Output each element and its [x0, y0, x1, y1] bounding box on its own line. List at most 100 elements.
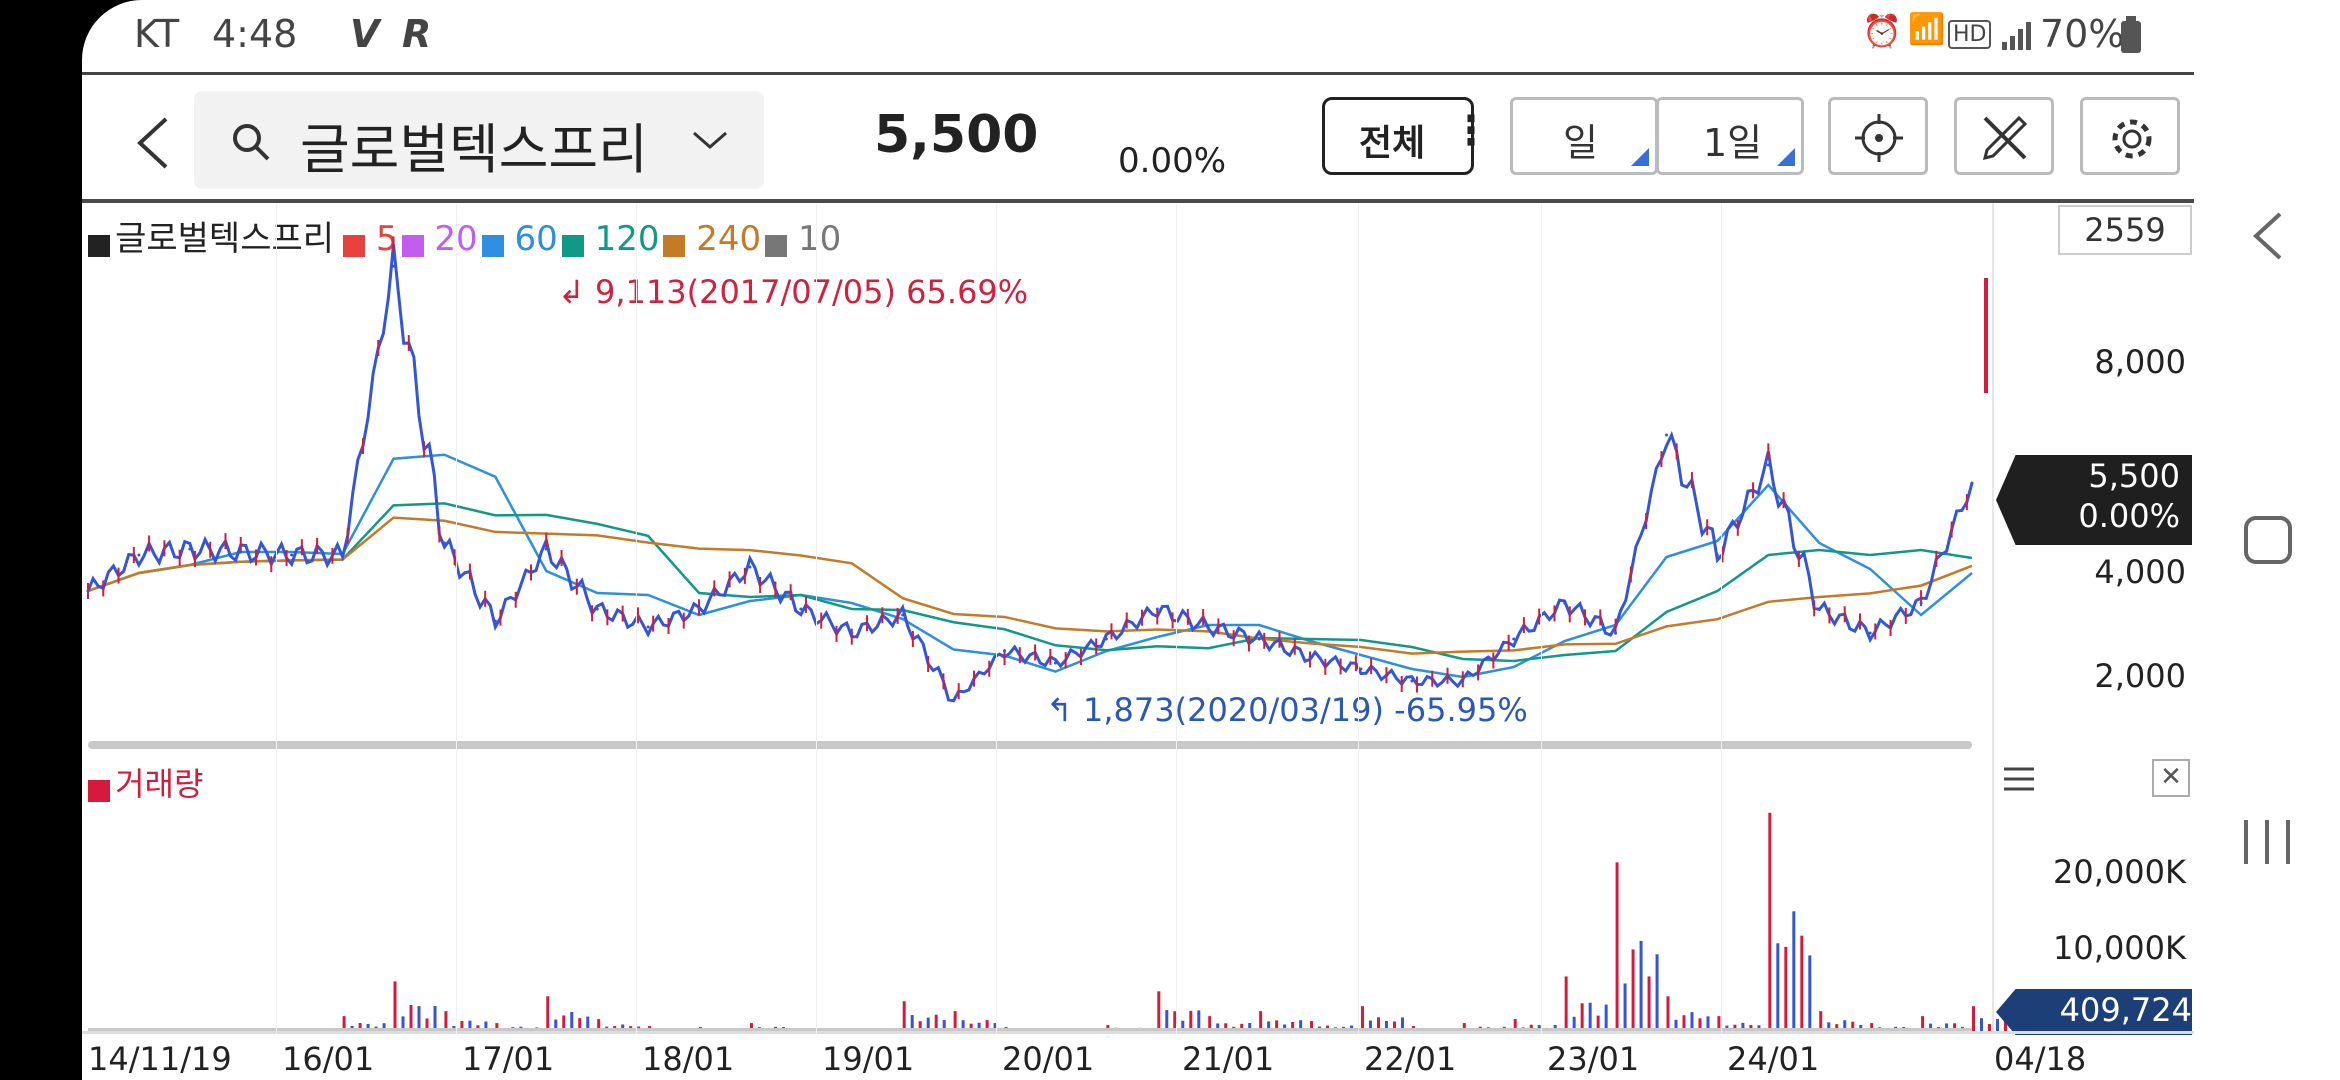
x-axis-label: 04/18: [1994, 1040, 2087, 1078]
volume-bar: [1259, 1011, 1263, 1031]
volume-bar: [1248, 1023, 1252, 1031]
all-range-button[interactable]: 전체 ⋮: [1322, 97, 1491, 175]
grid-line: [1721, 204, 1722, 1034]
app-notification-icon-2: R: [402, 12, 432, 56]
price-point: [86, 589, 90, 593]
volume-bar: [1655, 954, 1659, 1031]
price-tick: 8,000: [2094, 343, 2186, 381]
volume-bar: [1376, 1017, 1380, 1031]
volume-bar: [1639, 940, 1643, 1031]
price-point: [544, 547, 548, 551]
stock-name: 글로벌텍스프리: [300, 118, 648, 181]
volume-bar: [1835, 1024, 1839, 1031]
volume-bar: [1360, 1006, 1364, 1031]
chart-area[interactable]: 글로벌텍스프리 5 20 60 120 240 10 2559 ↲ 9,113(…: [82, 203, 2194, 1080]
drawing-pencil-icon: [1982, 115, 2028, 161]
x-axis-label: 23/01: [1547, 1040, 1640, 1078]
price-tick: 4,000: [2094, 553, 2186, 591]
carrier-label: KT: [134, 12, 180, 56]
settings-button[interactable]: [2080, 97, 2180, 175]
volume-bar: [1953, 1023, 1957, 1031]
volume-bar: [562, 1015, 566, 1031]
volume-swatch: [88, 779, 110, 802]
volume-bar: [417, 1006, 421, 1031]
price-point: [1359, 667, 1363, 671]
volume-bar: [1631, 949, 1635, 1031]
x-axis-label: 22/01: [1364, 1040, 1457, 1078]
ma-swatch: [663, 234, 686, 257]
price-point: [850, 631, 854, 635]
volume-bar: [1827, 1022, 1831, 1031]
volume-bar: [1299, 1020, 1303, 1031]
chevron-down-icon[interactable]: [690, 129, 730, 153]
grid-line: [636, 204, 637, 1034]
volume-bar: [1843, 1020, 1847, 1031]
grid-line: [1358, 204, 1359, 1034]
volume-bar: [1173, 1011, 1177, 1031]
moving-average-line: [87, 453, 1973, 679]
app-screen: KT 4:48 V R ⏰ 📶 HD 70% 글로벌텍스프리 5,500 0.0: [82, 0, 2194, 1080]
volume-bar: [621, 1024, 625, 1031]
wifi-icon: 📶: [1908, 12, 1946, 47]
volume-bar: [382, 1023, 386, 1031]
nav-recents-icon[interactable]: [2194, 812, 2340, 872]
bar-count-box[interactable]: 2559: [2058, 205, 2192, 255]
drawing-tools-button[interactable]: [1954, 97, 2054, 175]
volume-bar: [1674, 1019, 1678, 1031]
grid-line: [456, 204, 457, 1034]
volume-bar: [546, 996, 550, 1031]
volume-bar: [1768, 812, 1772, 1031]
crosshair-button[interactable]: [1828, 97, 1928, 175]
battery-icon: [2121, 16, 2141, 53]
price-point: [341, 553, 345, 557]
volume-bar: [1291, 1022, 1295, 1031]
back-icon[interactable]: [132, 115, 172, 171]
interval-select[interactable]: 1일: [1656, 97, 1804, 175]
chart-scrollbar[interactable]: [88, 741, 1972, 749]
volume-bar: [1392, 1021, 1396, 1031]
price-point: [1104, 637, 1108, 641]
current-volume-tag: 409,724: [1996, 989, 2192, 1035]
price-point: [1003, 649, 1007, 653]
volume-bar: [1604, 1004, 1608, 1031]
dropdown-corner-icon: [1777, 148, 1795, 166]
volume-bar: [1462, 1023, 1466, 1031]
volume-bar: [2004, 1017, 2007, 1031]
price-point: [1970, 481, 1974, 485]
volume-bar: [902, 1001, 906, 1031]
price-point: [392, 264, 396, 268]
volume-bar: [1859, 1024, 1863, 1031]
volume-bar: [1929, 1023, 1933, 1031]
x-axis-label: 14/11/19: [88, 1040, 232, 1078]
stock-toolbar: 글로벌텍스프리 5,500 0.00% 전체 ⋮ 일 1일: [82, 75, 2194, 203]
volume-bar: [1580, 1003, 1584, 1031]
nav-back-icon[interactable]: [2194, 206, 2340, 266]
ma-label: 240: [685, 219, 762, 259]
ma-swatch: [343, 234, 366, 257]
price-point: [1053, 661, 1057, 665]
x-axis-label: 21/01: [1182, 1040, 1275, 1078]
stock-search-box[interactable]: 글로벌텍스프리: [194, 91, 764, 189]
menu-icon[interactable]: [2002, 765, 2038, 793]
volume-bar: [1996, 1018, 1999, 1031]
legend-swatch: [88, 234, 110, 257]
volume-bar: [1267, 1021, 1271, 1031]
price-point: [1461, 679, 1465, 683]
nav-home-icon[interactable]: [2194, 510, 2340, 570]
volume-bar: [1240, 1023, 1244, 1031]
close-icon[interactable]: ✕: [2152, 759, 2190, 797]
volume-bar: [1181, 1020, 1185, 1031]
volume-bar: [749, 1023, 753, 1031]
price-point: [1257, 637, 1261, 641]
volume-bar: [1384, 1020, 1388, 1031]
price-chart: [86, 236, 1988, 703]
volume-bar: [1157, 991, 1161, 1031]
period-select[interactable]: 일: [1510, 97, 1658, 175]
volume-bar: [570, 1012, 574, 1031]
volume-bar: [444, 1011, 448, 1031]
arrow-down-icon: ↲: [558, 273, 585, 311]
volume-bar: [977, 1022, 981, 1031]
x-axis-label: 17/01: [462, 1040, 555, 1078]
x-axis: 14/11/19 16/01 17/01 18/01 19/01 20/01 21/01 22…: [82, 204, 2194, 1080]
volume-bar: [460, 1021, 464, 1031]
